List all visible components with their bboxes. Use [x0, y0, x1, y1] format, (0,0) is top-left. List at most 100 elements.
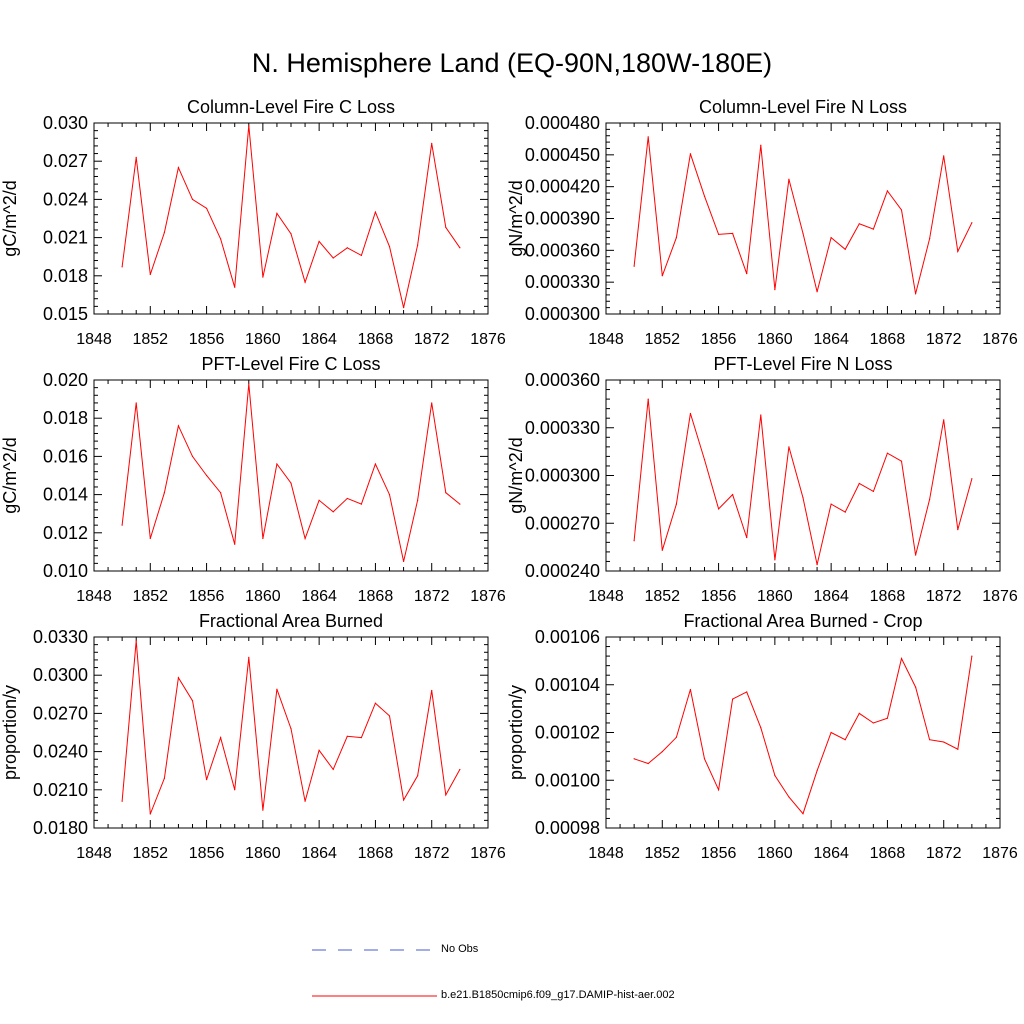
data-point: [191, 198, 194, 200]
x-tick-label: 1868: [870, 588, 906, 605]
data-point: [163, 777, 165, 779]
y-tick-label: 0.014: [43, 485, 88, 505]
data-point: [445, 794, 447, 796]
legend-label-no-obs: No Obs: [441, 943, 479, 955]
x-tick-label: 1868: [358, 845, 394, 862]
panel-3: PFT-Level Fire C Loss gC/m^2/d 1848 1852 185…: [0, 354, 506, 605]
data-point: [318, 499, 320, 501]
x-tick-label: 1856: [701, 331, 737, 348]
data-point: [445, 492, 447, 494]
panel-title: Column-Level Fire C Loss: [187, 97, 395, 117]
x-tick-label: 1876: [470, 588, 506, 605]
y-tick-label: 0.000480: [525, 113, 600, 133]
data-point: [858, 712, 860, 715]
panel-4: PFT-Level Fire N Loss gN/m^2/d 1848 1852 185…: [506, 354, 1018, 605]
data-point: [191, 455, 194, 457]
x-tick-label: 1852: [132, 588, 168, 605]
data-point: [717, 508, 720, 510]
x-tick-label: 1856: [189, 588, 225, 605]
data-point: [374, 463, 377, 465]
y-tick-label: 0.027: [43, 151, 88, 171]
figure-title: N. Hemisphere Land (EQ-90N,180W-180E): [251, 48, 773, 78]
data-point: [431, 689, 433, 692]
data-point: [276, 463, 278, 465]
x-tick-label: 1876: [982, 588, 1018, 605]
data-point: [205, 207, 208, 209]
data-point: [957, 748, 959, 750]
data-point: [830, 731, 832, 734]
y-tick-label: 0.00102: [535, 723, 600, 743]
data-point: [402, 560, 405, 563]
panel-1: Column-Level Fire C Loss gC/m^2/d 1848 1852…: [0, 97, 506, 348]
y-tick-label: 0.000360: [525, 240, 600, 260]
data-point: [703, 195, 706, 197]
panel-title: PFT-Level Fire C Loss: [201, 354, 380, 374]
data-point: [816, 770, 818, 772]
x-tick-label: 1876: [982, 845, 1018, 862]
data-point: [234, 286, 236, 288]
y-tick-label: 0.018: [43, 408, 88, 428]
data-point: [943, 419, 945, 421]
data-point: [205, 779, 208, 781]
data-point: [732, 698, 734, 700]
data-point: [929, 739, 931, 741]
y-tick-label: 0.018: [43, 266, 88, 286]
data-point: [760, 144, 762, 146]
data-point: [844, 248, 846, 250]
data-point: [220, 492, 222, 494]
data-point: [900, 460, 903, 462]
data-point: [290, 728, 292, 730]
data-point: [402, 799, 405, 801]
y-tick-label: 0.000360: [525, 370, 600, 390]
data-point: [248, 656, 250, 658]
y-tick-label: 0.030: [43, 113, 88, 133]
x-tick-label: 1872: [926, 588, 962, 605]
data-point: [830, 237, 832, 239]
y-tick-label: 0.010: [43, 561, 88, 581]
y-tick-label: 0.000450: [525, 145, 600, 165]
data-point: [633, 265, 635, 267]
data-point: [135, 156, 137, 158]
data-point: [248, 124, 250, 127]
data-point: [402, 307, 405, 309]
data-point: [149, 537, 151, 540]
x-tick-label: 1852: [132, 845, 168, 862]
data-point: [914, 686, 917, 688]
x-tick-label: 1860: [757, 845, 793, 862]
x-tick-label: 1864: [301, 845, 337, 862]
data-point: [900, 209, 903, 211]
data-point: [703, 458, 706, 461]
data-point: [886, 452, 889, 454]
data-point: [417, 775, 419, 777]
data-point: [318, 240, 320, 243]
y-tick-label: 0.00106: [535, 627, 600, 647]
y-tick-label: 0.016: [43, 446, 88, 466]
panel-title: Column-Level Fire N Loss: [699, 97, 907, 117]
data-point: [802, 497, 804, 499]
x-tick-label: 1876: [470, 331, 506, 348]
data-point: [459, 503, 461, 505]
data-point: [262, 276, 264, 278]
y-tick-label: 0.020: [43, 370, 88, 390]
data-point: [661, 751, 663, 753]
x-tick-label: 1852: [132, 331, 168, 348]
y-tick-label: 0.015: [43, 304, 88, 324]
y-tick-label: 0.000270: [525, 513, 600, 533]
panel-title: Fractional Area Burned - Crop: [683, 611, 922, 631]
data-point: [388, 245, 391, 248]
x-tick-label: 1868: [358, 588, 394, 605]
x-tick-label: 1860: [245, 331, 281, 348]
x-tick-label: 1848: [588, 588, 624, 605]
x-tick-label: 1876: [982, 331, 1018, 348]
data-point: [346, 735, 348, 737]
x-tick-label: 1872: [926, 331, 962, 348]
data-point: [177, 677, 180, 679]
data-point: [304, 281, 306, 283]
data-point: [689, 412, 692, 415]
data-point: [746, 536, 748, 539]
y-tick-label: 0.0300: [33, 665, 88, 685]
data-point: [149, 273, 151, 276]
data-point: [220, 736, 222, 739]
y-axis-label: gN/m^2/d: [506, 437, 526, 513]
data-point: [177, 166, 180, 169]
